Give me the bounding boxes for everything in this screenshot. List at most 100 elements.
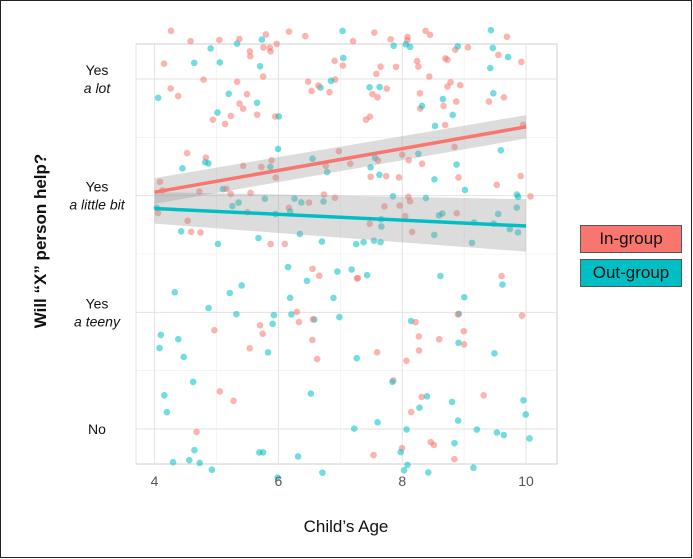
data-point — [415, 333, 423, 340]
data-point — [451, 455, 458, 463]
data-point — [415, 347, 423, 354]
data-point — [202, 154, 210, 162]
data-point — [504, 53, 512, 61]
data-point — [247, 52, 254, 60]
data-point — [184, 217, 191, 225]
data-point — [390, 42, 397, 50]
data-point — [320, 191, 328, 198]
data-point — [169, 458, 177, 466]
data-point — [156, 178, 164, 186]
data-point — [272, 174, 280, 181]
data-point — [221, 120, 229, 128]
data-point — [236, 35, 243, 43]
data-point — [295, 318, 303, 326]
data-point — [454, 311, 462, 318]
data-point — [497, 146, 505, 154]
data-point — [444, 83, 451, 90]
data-point — [284, 263, 292, 271]
data-point — [309, 336, 316, 344]
data-point — [464, 44, 472, 51]
data-point — [366, 83, 373, 91]
data-point — [264, 349, 272, 356]
data-point — [247, 189, 254, 197]
data-point — [449, 111, 457, 119]
data-point — [405, 193, 412, 201]
data-point — [177, 228, 185, 235]
data-point — [407, 408, 415, 416]
data-point — [214, 109, 221, 116]
data-point — [493, 429, 501, 436]
x-tick-label: 10 — [518, 473, 534, 489]
data-point — [498, 272, 505, 280]
data-point — [456, 81, 464, 89]
data-point — [416, 89, 424, 97]
data-point — [185, 456, 193, 464]
x-tick-label: 8 — [398, 473, 406, 489]
data-point — [239, 162, 247, 170]
data-point — [259, 449, 267, 456]
data-point — [326, 88, 333, 96]
data-point — [175, 335, 182, 343]
data-point — [494, 210, 502, 218]
data-point — [167, 85, 174, 92]
data-point — [235, 199, 242, 206]
data-point — [418, 160, 426, 167]
data-point — [197, 229, 204, 236]
data-point — [303, 277, 311, 285]
data-point — [258, 36, 266, 43]
data-point — [336, 313, 343, 321]
data-point — [415, 150, 422, 158]
data-point — [246, 345, 253, 352]
data-point — [373, 349, 381, 356]
x-tick-label: 6 — [274, 473, 282, 489]
x-tick-labels: 4 6 8 10 — [151, 473, 534, 489]
data-point — [256, 321, 264, 329]
data-point — [267, 163, 274, 171]
data-point — [367, 173, 374, 181]
data-point — [439, 210, 446, 217]
data-point — [180, 353, 188, 361]
data-point — [392, 63, 400, 71]
data-point — [190, 59, 198, 67]
data-point — [154, 209, 162, 217]
data-point — [187, 37, 194, 45]
data-point — [309, 155, 316, 163]
y-axis-title: Will “X” person help? — [31, 154, 50, 329]
data-point — [369, 90, 376, 98]
data-point — [349, 37, 357, 45]
data-point — [486, 64, 494, 72]
data-point — [160, 60, 168, 67]
data-point — [246, 48, 254, 55]
data-point — [161, 392, 168, 399]
y-tick-labels: Yes a lot Yes a little bit Yes a teeny No — [69, 62, 125, 437]
data-point — [453, 210, 461, 217]
data-point — [395, 174, 403, 181]
data-point — [448, 398, 456, 406]
data-point — [415, 63, 422, 70]
data-point — [227, 190, 234, 198]
data-point — [193, 428, 200, 436]
data-point — [353, 354, 361, 362]
data-point — [412, 318, 419, 326]
data-point — [440, 102, 447, 110]
y-tick-label-main: Yes — [86, 295, 109, 311]
data-point — [291, 195, 298, 203]
data-point — [209, 116, 217, 123]
data-point — [238, 282, 246, 289]
data-point — [503, 33, 511, 41]
data-point — [513, 204, 521, 211]
data-point — [214, 240, 222, 248]
data-point — [253, 99, 261, 107]
data-point — [374, 94, 381, 101]
data-point — [506, 225, 514, 233]
data-point — [455, 174, 462, 181]
data-point — [350, 425, 358, 432]
data-point — [267, 240, 274, 248]
data-point — [320, 198, 327, 205]
data-point — [304, 78, 312, 85]
data-point — [397, 448, 404, 456]
data-point — [460, 341, 468, 348]
data-point — [490, 89, 497, 97]
data-points — [153, 26, 534, 481]
x-axis-title: Child’s Age — [304, 517, 389, 536]
